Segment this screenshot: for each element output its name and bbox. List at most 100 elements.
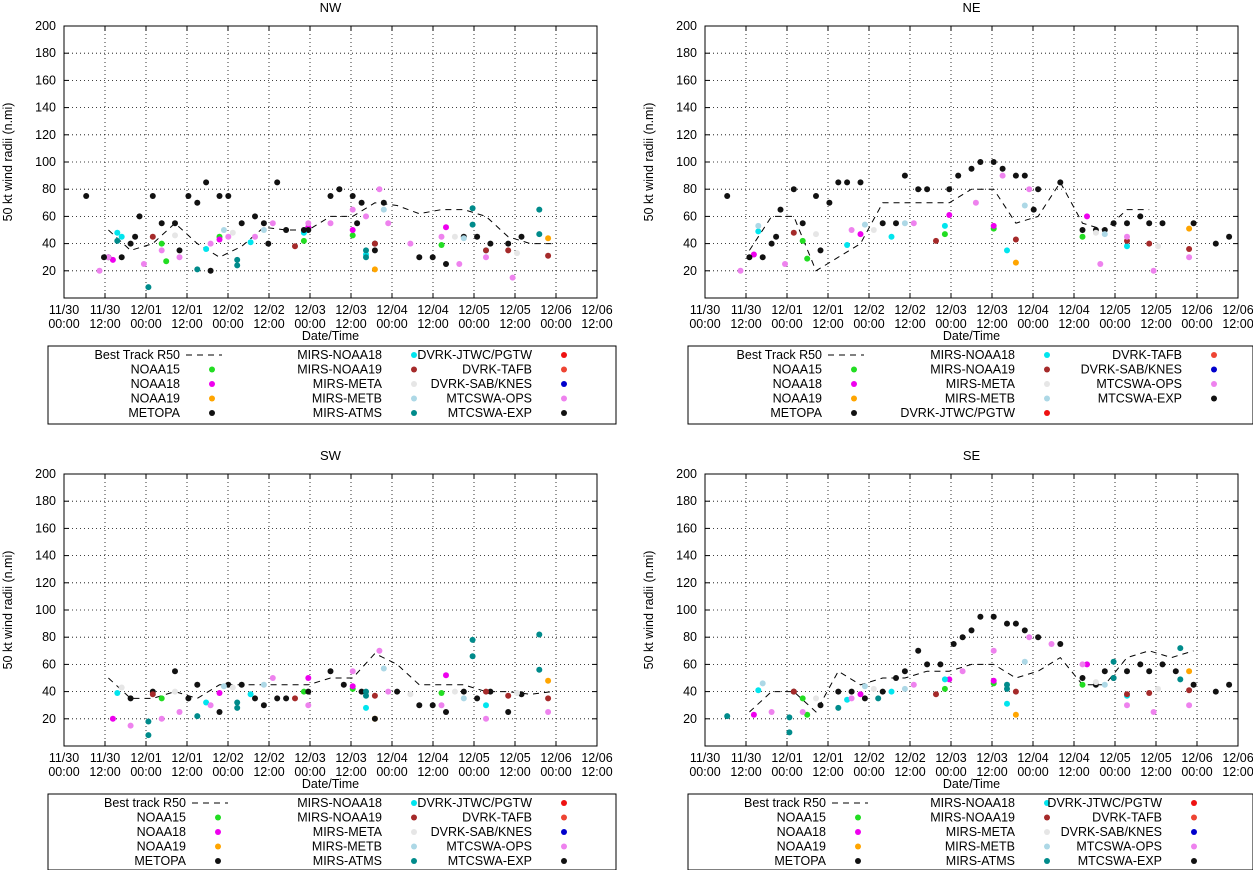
x-tick-label-date: 11/30 xyxy=(731,303,761,317)
x-tick-label-date: 12/05 xyxy=(458,303,489,317)
point-noaa19 xyxy=(1012,711,1019,718)
x-tick-label-time: 12:00 xyxy=(1140,765,1171,779)
point-mtcswa-exp xyxy=(207,267,214,274)
x-tick-label-time: 12:00 xyxy=(89,765,120,779)
point-mtcswa-ops xyxy=(1186,254,1193,261)
point-mirs-noaa18 xyxy=(755,228,762,235)
point-mtcswa-ops xyxy=(999,172,1006,179)
legend-swatch xyxy=(1044,410,1050,416)
legend-label: MIRS-METB xyxy=(945,840,1015,854)
x-tick-label-time: 00:00 xyxy=(376,765,407,779)
legend-label: NOAA19 xyxy=(773,392,822,406)
point-noaa15 xyxy=(300,237,307,244)
legend-swatch xyxy=(1191,858,1197,864)
legend-label: MIRS-NOAA19 xyxy=(930,363,1015,377)
legend-label: MIRS-META xyxy=(946,825,1016,839)
point-mtcswa-ops xyxy=(483,715,489,722)
point-mirs-metb xyxy=(460,235,467,242)
legend-swatch xyxy=(855,858,861,864)
legend-swatch xyxy=(1191,829,1197,835)
legend-swatch xyxy=(411,366,417,373)
point-metopa xyxy=(1172,668,1179,675)
point-mirs-noaa18 xyxy=(844,696,851,703)
point-noaa15 xyxy=(158,695,165,702)
x-tick-label-date: 12/05 xyxy=(1140,303,1171,317)
point-metopa xyxy=(1226,233,1233,240)
legend-swatch xyxy=(209,410,215,416)
legend-label: METOPA xyxy=(134,854,186,868)
legend-swatch xyxy=(561,366,567,373)
point-metopa xyxy=(238,681,245,688)
point-mtcswa-ops xyxy=(1150,709,1157,715)
point-noaa18 xyxy=(946,676,953,683)
y-tick-label: 120 xyxy=(676,128,697,142)
point-mirs-metb xyxy=(460,695,467,702)
point-mirs-meta xyxy=(451,233,458,240)
legend-swatch xyxy=(1044,366,1050,373)
point-metopa xyxy=(1159,220,1166,227)
x-tick-label-time: 12:00 xyxy=(335,765,366,779)
legend-swatch xyxy=(411,800,417,806)
legend-label: NOAA15 xyxy=(131,363,180,377)
legend-label: NOAA19 xyxy=(137,840,186,854)
legend-label: DVRK-SAB/KNES xyxy=(1081,363,1182,377)
point-mtcswa-ops xyxy=(225,233,232,240)
legend-label: DVRK-JTWC/PGTW xyxy=(1047,796,1162,810)
point-metopa xyxy=(799,220,806,227)
point-mirs-atms xyxy=(724,713,731,720)
x-tick-label-time: 00:00 xyxy=(853,317,884,331)
legend-label: NOAA19 xyxy=(131,392,180,406)
chart-title: NW xyxy=(320,0,342,15)
x-axis-label: Date/Time xyxy=(302,329,359,343)
point-metopa xyxy=(826,199,833,206)
legend-label: MTCSWA-OPS xyxy=(1076,840,1162,854)
point-metopa xyxy=(172,220,178,227)
point-mirs-atms xyxy=(145,718,152,725)
legend-label: DVRK-JTWC/PGTW xyxy=(417,796,532,810)
legend-label: DVRK-SAB/KNES xyxy=(431,377,532,391)
x-tick-label-time: 12:00 xyxy=(253,317,284,331)
point-mtcswa-ops xyxy=(1026,634,1033,641)
y-tick-label: 60 xyxy=(683,657,697,671)
point-metopa xyxy=(185,193,192,199)
legend-swatch xyxy=(561,352,567,358)
legend-swatch xyxy=(851,410,857,416)
point-mtcswa-ops xyxy=(105,254,112,261)
y-tick-label: 140 xyxy=(676,101,697,115)
y-tick-label: 20 xyxy=(683,712,697,726)
x-tick-label-time: 00:00 xyxy=(540,317,571,331)
point-mirs-noaa18 xyxy=(1124,243,1130,250)
point-mirs-atms xyxy=(875,695,882,702)
point-metopa xyxy=(460,688,467,695)
chart-panel-sw: SW2040608010012014016018020011/3000:0011… xyxy=(1,448,617,870)
point-mtcswa-ops xyxy=(1048,641,1055,647)
point-metopa xyxy=(790,186,797,193)
x-tick-label-time: 00:00 xyxy=(689,317,720,331)
point-noaa19 xyxy=(545,677,552,684)
y-tick-label: 60 xyxy=(42,209,56,223)
point-metopa xyxy=(924,661,931,668)
point-mtcswa-ops xyxy=(768,709,775,715)
legend-label: NOAA19 xyxy=(777,840,826,854)
point-mirs-noaa19 xyxy=(1124,691,1130,698)
point-mtcswa-ops xyxy=(349,668,356,675)
x-tick-label-date: 12/01 xyxy=(130,751,161,765)
x-tick-label-time: 00:00 xyxy=(1017,765,1048,779)
x-tick-label-time: 00:00 xyxy=(212,317,243,331)
legend-label: MTCSWA-EXP xyxy=(1078,854,1162,868)
x-tick-label-time: 12:00 xyxy=(730,765,761,779)
point-mirs-metb xyxy=(861,683,868,690)
point-mtcswa-ops xyxy=(1124,233,1130,240)
point-mtcswa-ops xyxy=(327,220,334,227)
x-tick-label-date: 12/04 xyxy=(376,303,407,317)
point-noaa18 xyxy=(216,690,223,696)
point-mtcswa-exp xyxy=(817,247,824,254)
point-metopa xyxy=(848,688,855,695)
x-tick-label-time: 00:00 xyxy=(1181,765,1212,779)
point-noaa18 xyxy=(349,227,356,233)
x-tick-label-date: 12/01 xyxy=(812,751,843,765)
point-mirs-noaa19 xyxy=(483,688,489,695)
y-tick-label: 160 xyxy=(676,73,697,87)
legend-label: MIRS-ATMS xyxy=(313,406,382,420)
